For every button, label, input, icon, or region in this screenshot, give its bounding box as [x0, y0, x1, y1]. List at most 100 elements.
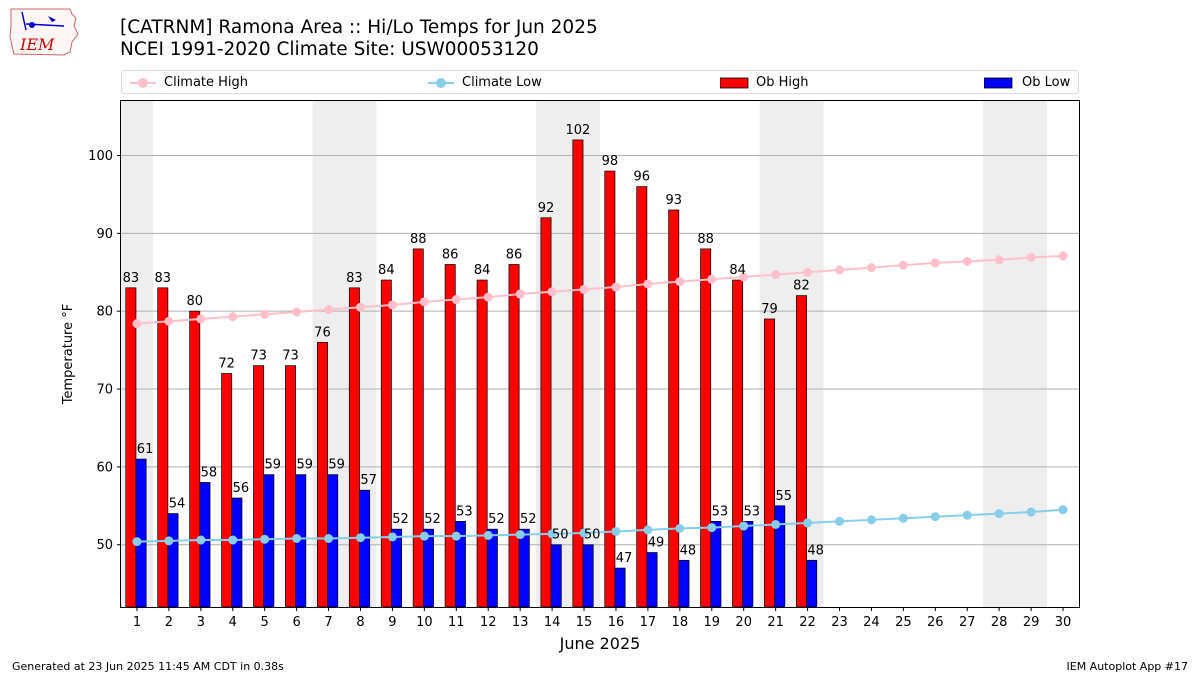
x-tick-label: 23: [831, 615, 848, 630]
climate-low-line: [136, 508, 1064, 543]
climate-high-point: [579, 284, 589, 294]
ob-low-bar: [199, 482, 211, 608]
ob-low-label: 59: [328, 458, 345, 473]
y-tick-label: 70: [96, 383, 113, 398]
ob-high-bar: [316, 341, 328, 608]
x-tick-label: 10: [416, 615, 433, 630]
y-tick-label: 60: [96, 460, 113, 475]
climate-low-point: [356, 533, 365, 543]
legend-label: Ob Low: [1022, 75, 1071, 90]
x-tick-label: 1: [133, 615, 141, 630]
ob-low-label: 53: [456, 504, 473, 519]
ob-high-label: 76: [314, 325, 331, 340]
ob-high-bar: [221, 373, 233, 608]
ob-low-bar: [582, 544, 594, 608]
ob-high-label: 102: [566, 123, 591, 138]
legend-label: Ob High: [756, 75, 809, 90]
x-tick-label: 4: [229, 615, 237, 630]
climate-low-point: [707, 523, 717, 533]
x-tick-label: 27: [959, 615, 976, 630]
climate-low-point: [387, 532, 397, 542]
weekend-shading: [121, 101, 1048, 607]
climate-high-point: [132, 319, 142, 329]
climate-high-point: [994, 255, 1004, 265]
x-tick-label: 5: [261, 615, 269, 630]
ob-low-label: 53: [744, 504, 761, 519]
x-tick-label: 30: [1055, 615, 1072, 630]
ob-low-label: 58: [201, 465, 218, 480]
ob-low-bar: [646, 552, 658, 608]
climate-lines: [132, 251, 1068, 547]
ob-low-bar: [806, 559, 818, 608]
legend-item-ob-high: Ob High: [720, 74, 920, 92]
ob-high-label: 93: [665, 193, 682, 208]
ob-high-label: 84: [378, 263, 395, 278]
footer-app-text: IEM Autoplot App #17: [1066, 660, 1189, 673]
ob-low-bar: [742, 521, 754, 608]
climate-low-point: [324, 533, 334, 543]
climate-low-point: [771, 519, 781, 529]
footer-generated-text: Generated at 23 Jun 2025 11:45 AM CDT in…: [12, 660, 284, 673]
ob-low-bar: [710, 521, 722, 608]
climate-high-point: [930, 258, 940, 268]
x-tick-label: 29: [1023, 615, 1040, 630]
climate-low-point: [835, 516, 844, 526]
legend-item-climate-low: Climate Low: [426, 74, 626, 92]
climate-high-point: [196, 314, 206, 324]
climate-high-point: [675, 277, 685, 287]
ob-high-bar: [380, 279, 392, 608]
climate-low-point: [675, 523, 685, 533]
x-tick-label: 2: [165, 615, 173, 630]
climate-low-point: [611, 526, 621, 536]
x-tick-label: 28: [991, 615, 1008, 630]
ob-high-label: 84: [474, 263, 491, 278]
climate-low-point: [292, 533, 302, 543]
x-tick-label: 20: [735, 615, 752, 630]
ob-low-bar: [614, 567, 626, 608]
x-tick-label: 16: [608, 615, 625, 630]
x-axis-label: June 2025: [559, 634, 641, 653]
ob-high-bar: [668, 209, 680, 608]
climate-high-line: [136, 254, 1064, 325]
climate-high-point: [835, 265, 844, 275]
climate-high-point: [292, 307, 302, 317]
ob-low-bar: [423, 528, 434, 608]
plot-frame: [120, 100, 1080, 608]
iem-logo: IEM: [8, 6, 80, 58]
climate-high-point: [419, 297, 429, 307]
ob-low-bar: [359, 489, 371, 608]
x-tick-label: 21: [767, 615, 784, 630]
climate-low-point: [451, 531, 461, 541]
ob-low-bar: [135, 458, 147, 608]
climate-low-point: [962, 510, 972, 520]
climate-low-point: [132, 537, 142, 547]
ob-high-label: 86: [506, 247, 523, 262]
bars: [125, 139, 818, 608]
legend-label: Climate Low: [462, 75, 542, 90]
ob-high-label: 73: [250, 349, 267, 364]
climate-low-point: [228, 535, 238, 545]
climate-high-point: [1058, 251, 1068, 261]
ob-high-bar: [764, 318, 775, 608]
ob-high-label: 98: [602, 154, 619, 169]
climate-low-point: [866, 515, 876, 525]
ob-high-label: 92: [538, 201, 555, 216]
ob-high-label: 80: [186, 294, 203, 309]
ob-high-bar: [508, 264, 520, 608]
y-tick-label: 80: [96, 305, 113, 320]
ob-low-label: 49: [648, 536, 665, 551]
ob-high-bar: [732, 279, 744, 608]
title-line-1: [CATRNM] Ramona Area :: Hi/Lo Temps for …: [120, 17, 598, 38]
climate-high-point: [387, 300, 397, 310]
y-tick-label: 90: [96, 227, 113, 242]
ob-high-bar: [700, 248, 712, 608]
ob-high-label: 72: [218, 356, 235, 371]
ob-high-label: 83: [346, 271, 363, 286]
x-tick-label: 24: [863, 615, 880, 630]
ob-low-label: 48: [680, 543, 697, 558]
climate-high-point: [643, 279, 653, 289]
ob-high-bar: [636, 186, 648, 608]
ob-high-bar: [476, 279, 488, 608]
climate-low-point: [164, 536, 174, 546]
x-tick-label: 25: [895, 615, 912, 630]
